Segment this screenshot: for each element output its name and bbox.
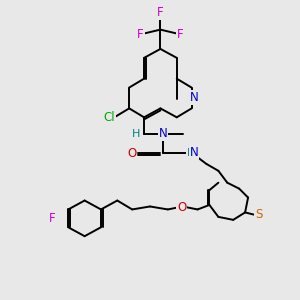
Text: H: H: [187, 148, 195, 158]
Text: O: O: [127, 147, 136, 161]
Text: N: N: [190, 146, 198, 160]
Text: H: H: [131, 129, 140, 139]
Text: N: N: [190, 91, 198, 104]
Text: F: F: [137, 28, 144, 41]
Text: F: F: [177, 28, 184, 41]
Text: F: F: [157, 6, 164, 19]
Text: N: N: [126, 146, 135, 160]
Text: N: N: [159, 127, 168, 140]
Text: Cl: Cl: [103, 111, 115, 124]
Text: S: S: [255, 208, 262, 221]
Text: F: F: [49, 212, 55, 225]
Text: O: O: [177, 201, 186, 214]
